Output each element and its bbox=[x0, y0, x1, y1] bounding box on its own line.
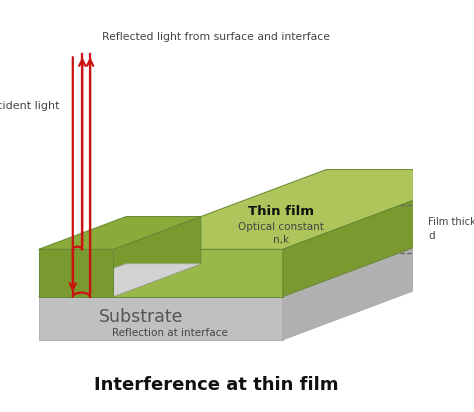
Polygon shape bbox=[113, 170, 474, 249]
Polygon shape bbox=[38, 264, 201, 297]
Polygon shape bbox=[38, 249, 113, 297]
Polygon shape bbox=[283, 170, 474, 297]
Text: Incident light: Incident light bbox=[0, 101, 59, 110]
Text: Optical constant: Optical constant bbox=[238, 222, 324, 232]
Text: Interference at thin film: Interference at thin film bbox=[93, 376, 338, 394]
Polygon shape bbox=[283, 217, 474, 340]
Polygon shape bbox=[38, 217, 474, 297]
Polygon shape bbox=[38, 297, 283, 340]
Text: Reflected light from surface and interface: Reflected light from surface and interfa… bbox=[102, 32, 330, 42]
Text: Reflection at interface: Reflection at interface bbox=[112, 328, 228, 338]
Polygon shape bbox=[113, 249, 283, 297]
Text: n,k: n,k bbox=[273, 235, 289, 245]
Polygon shape bbox=[38, 217, 201, 249]
Text: Substrate: Substrate bbox=[99, 308, 183, 326]
Text: d: d bbox=[428, 231, 435, 241]
Text: Film thickness: Film thickness bbox=[428, 218, 474, 227]
Polygon shape bbox=[113, 217, 201, 297]
Text: Thin film: Thin film bbox=[248, 205, 314, 218]
